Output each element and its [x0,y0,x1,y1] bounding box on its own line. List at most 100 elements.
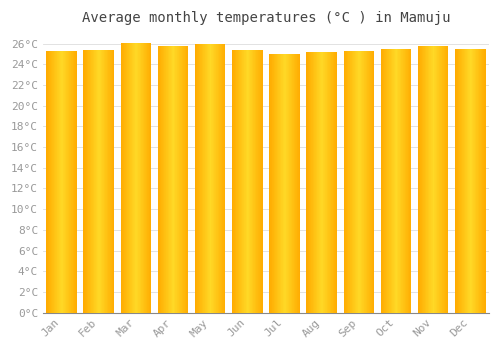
Bar [439,46,440,313]
Bar [254,50,256,313]
Bar [54,51,55,313]
Bar [367,51,368,313]
Bar [235,50,236,313]
Bar [474,49,475,313]
Bar [442,46,443,313]
Bar [224,43,225,313]
Bar [424,46,425,313]
Bar [296,54,298,313]
Bar [299,54,300,313]
Bar [466,49,468,313]
Bar [441,46,442,313]
Bar [248,50,249,313]
Bar [331,52,332,313]
Bar [287,54,288,313]
Bar [333,52,334,313]
Bar [87,50,88,313]
Bar [143,43,144,313]
Bar [56,51,58,313]
Bar [68,51,69,313]
Bar [330,52,331,313]
Bar [222,43,223,313]
Bar [197,43,198,313]
Bar [120,43,121,313]
Bar [95,50,96,313]
Bar [98,50,100,313]
Bar [315,52,316,313]
Bar [392,49,393,313]
Bar [355,51,356,313]
Bar [259,50,260,313]
Bar [271,54,272,313]
Bar [176,46,178,313]
Bar [472,49,474,313]
Bar [62,51,63,313]
Bar [401,49,402,313]
Bar [257,50,258,313]
Bar [161,46,162,313]
Bar [253,50,254,313]
Bar [196,43,197,313]
Bar [195,43,196,313]
Bar [70,51,72,313]
Bar [165,46,166,313]
Bar [158,46,159,313]
Bar [86,50,87,313]
Bar [182,46,183,313]
Bar [407,49,408,313]
Bar [148,43,150,313]
Bar [323,52,324,313]
Bar [370,51,371,313]
Bar [398,49,399,313]
Bar [239,50,240,313]
Bar [84,50,86,313]
Bar [280,54,281,313]
Bar [50,51,51,313]
Bar [463,49,464,313]
Bar [468,49,469,313]
Bar [334,52,335,313]
Bar [88,50,89,313]
Bar [369,51,370,313]
Bar [198,43,199,313]
Bar [440,46,441,313]
Bar [186,46,187,313]
Bar [181,46,182,313]
Bar [140,43,141,313]
Bar [180,46,181,313]
Bar [421,46,422,313]
Bar [390,49,391,313]
Bar [274,54,275,313]
Bar [74,51,75,313]
Bar [48,51,49,313]
Bar [321,52,322,313]
Bar [110,50,111,313]
Bar [123,43,124,313]
Bar [217,43,218,313]
Bar [295,54,296,313]
Bar [477,49,478,313]
Bar [433,46,434,313]
Bar [125,43,126,313]
Bar [461,49,462,313]
Bar [457,49,458,313]
Bar [382,49,383,313]
Bar [100,50,101,313]
Bar [245,50,246,313]
Bar [432,46,433,313]
Bar [209,43,210,313]
Bar [131,43,132,313]
Bar [51,51,52,313]
Bar [383,49,384,313]
Bar [234,50,235,313]
Bar [91,50,92,313]
Bar [309,52,310,313]
Bar [332,52,333,313]
Bar [104,50,105,313]
Bar [371,51,372,313]
Bar [404,49,405,313]
Bar [213,43,214,313]
Bar [366,51,367,313]
Bar [236,50,237,313]
Bar [368,51,369,313]
